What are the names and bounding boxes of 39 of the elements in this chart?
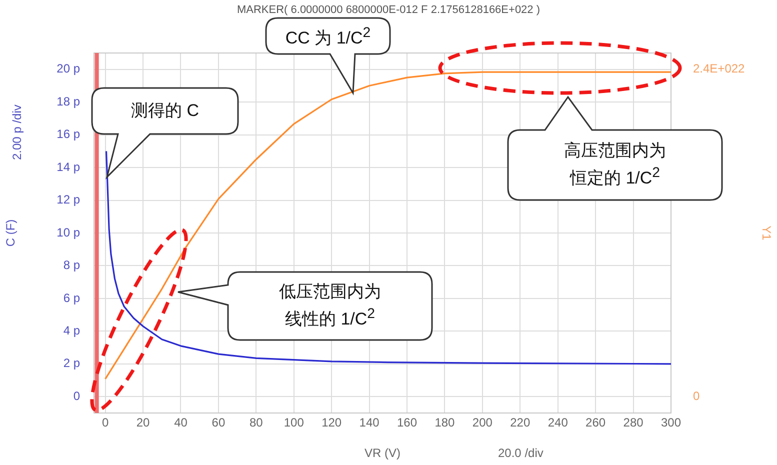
- x-tick-label: 80: [249, 416, 264, 430]
- x-tick-label: 260: [586, 416, 606, 430]
- x-axis-title: VR (V): [364, 446, 401, 460]
- text: 2.00 p /div: [10, 104, 24, 160]
- x-tick-label: 240: [548, 416, 568, 430]
- y-tick-label: 14 p: [56, 160, 80, 174]
- y-tick-label: 16 p: [56, 127, 80, 142]
- chart-title: MARKER( 6.0000000 6800000E-012 F 2.1756128166E+022 ): [236, 4, 542, 16]
- x-tick-label: 20: [136, 416, 150, 430]
- annotation: 高压范围内为恒定的 1/C$^{2}$: [563, 140, 667, 190]
- y-tick-label: 18 p: [56, 94, 80, 108]
- y-tick-label: 10 p: [56, 225, 80, 240]
- y-tick-label: 0: [73, 388, 80, 403]
- y-tick-label: 4 p: [63, 323, 80, 338]
- x-tick-label: 300: [660, 416, 682, 430]
- y-axis-title: C (F): [4, 219, 18, 247]
- y2-tick-label: 0: [693, 388, 700, 403]
- x-tick-label: 140: [359, 416, 380, 430]
- x-tick-label: 280: [623, 416, 644, 430]
- text: CC 为 1/C$^{2}$: [285, 24, 371, 50]
- x-tick-label: 100: [284, 416, 304, 430]
- x-tick-label: 60: [212, 416, 226, 430]
- x-tick-label: 220: [510, 416, 530, 430]
- y2-axis-title: Y1: [759, 226, 774, 241]
- x-tick-label: 200: [472, 416, 493, 430]
- y-tick-label: 8 p: [63, 258, 80, 272]
- x-tick-label: 180: [434, 416, 456, 430]
- x-tick-label: 120: [322, 416, 342, 430]
- y2-tick-label: 2.4E+022: [693, 62, 746, 76]
- x-tick-label: 160: [396, 416, 418, 430]
- y-tick-label: 20 p: [56, 62, 80, 76]
- annotation: 测得的 C: [131, 100, 199, 122]
- annotation: 低压范围内为线性的 1/C$^{2}$: [278, 281, 382, 331]
- y-tick-label: 2 p: [63, 356, 80, 370]
- y-tick-label: 12 p: [56, 192, 80, 207]
- y-tick-label: 6 p: [63, 290, 80, 305]
- text: 20.0 /div: [498, 446, 544, 460]
- x-tick-label: 40: [174, 416, 188, 430]
- x-tick-label: 0: [102, 416, 109, 430]
